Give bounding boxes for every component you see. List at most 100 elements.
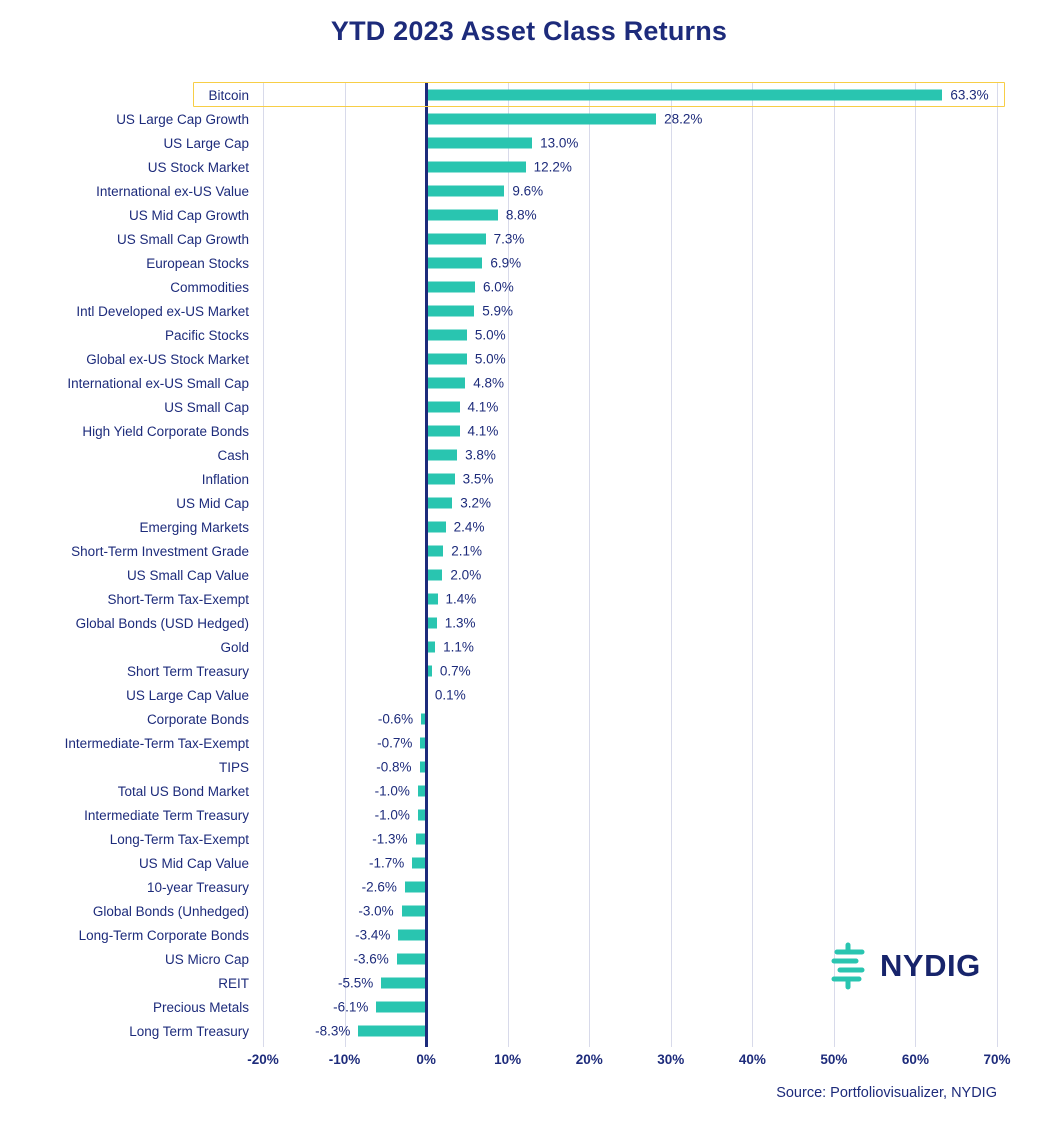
row-plot: 0.1% bbox=[263, 683, 997, 707]
bar bbox=[426, 473, 455, 485]
row-plot: 6.9% bbox=[263, 251, 997, 275]
row-plot: -1.3% bbox=[263, 827, 997, 851]
chart-row: International ex-US Value 9.6% bbox=[13, 179, 1045, 203]
category-label: Precious Metals bbox=[152, 999, 249, 1015]
value-label: 4.1% bbox=[467, 423, 499, 439]
chart-row: Global Bonds (Unhedged) -3.0% bbox=[13, 899, 1045, 923]
chart-rows: Bitcoin 63.3% US Large Cap Growth 28.2% US L… bbox=[13, 81, 1045, 1047]
x-axis-ticks: -20% -10% 0% 10% 20% 30% 40% 50% 60% 70% bbox=[247, 1043, 1010, 1073]
value-label: 2.0% bbox=[450, 567, 482, 583]
chart-row: Short-Term Investment Grade 2.1% bbox=[13, 539, 1045, 563]
row-plot: -1.0% bbox=[263, 779, 997, 803]
category-label: Intl Developed ex-US Market bbox=[76, 303, 249, 319]
row-plot: 28.2% bbox=[263, 107, 997, 131]
bar bbox=[426, 353, 467, 365]
row-plot: 63.3% bbox=[263, 83, 997, 107]
value-label: 2.4% bbox=[453, 519, 485, 535]
bar bbox=[426, 281, 476, 293]
x-tick-label: 20% bbox=[575, 1052, 603, 1067]
chart-row: Bitcoin 63.3% bbox=[13, 81, 1045, 107]
value-label: 4.1% bbox=[467, 399, 499, 415]
row-plot: -5.5% bbox=[263, 971, 997, 995]
chart-row: Long Term Treasury -8.3% bbox=[13, 1019, 1045, 1043]
chart-row: Emerging Markets 2.4% bbox=[13, 515, 1045, 539]
chart-row: Pacific Stocks 5.0% bbox=[13, 323, 1045, 347]
bar bbox=[426, 497, 453, 509]
bar bbox=[426, 449, 458, 461]
category-label: High Yield Corporate Bonds bbox=[82, 423, 249, 439]
chart-row: Long-Term Tax-Exempt -1.3% bbox=[13, 827, 1045, 851]
row-plot: -8.3% bbox=[263, 1019, 997, 1043]
chart-row: High Yield Corporate Bonds 4.1% bbox=[13, 419, 1045, 443]
value-label: -1.0% bbox=[374, 807, 410, 823]
category-label: Gold bbox=[220, 639, 249, 655]
bar bbox=[426, 161, 526, 173]
value-label: 2.1% bbox=[451, 543, 483, 559]
bar bbox=[376, 1001, 427, 1013]
category-label: Long Term Treasury bbox=[129, 1023, 249, 1039]
row-plot: -2.6% bbox=[263, 875, 997, 899]
chart-row: US Micro Cap -3.6% bbox=[13, 947, 1045, 971]
value-label: 3.2% bbox=[460, 495, 491, 511]
category-label: Short-Term Tax-Exempt bbox=[107, 591, 249, 607]
row-plot: -1.7% bbox=[263, 851, 997, 875]
category-label: 10-year Treasury bbox=[146, 879, 249, 895]
bar bbox=[398, 929, 427, 941]
value-label: 0.1% bbox=[434, 687, 466, 703]
value-label: -0.8% bbox=[376, 759, 412, 775]
value-label: 4.8% bbox=[473, 375, 505, 391]
category-label: Pacific Stocks bbox=[164, 327, 249, 343]
category-label: Intermediate-Term Tax-Exempt bbox=[64, 735, 249, 751]
value-label: 5.9% bbox=[482, 303, 513, 319]
bar bbox=[417, 785, 427, 797]
category-label: Long-Term Tax-Exempt bbox=[109, 831, 249, 847]
row-plot: 12.2% bbox=[263, 155, 997, 179]
row-plot: 3.8% bbox=[263, 443, 997, 467]
row-plot: 1.3% bbox=[263, 611, 997, 635]
bar bbox=[415, 833, 427, 845]
category-label: US Small Cap Growth bbox=[116, 231, 249, 247]
category-label: US Small Cap bbox=[164, 399, 249, 415]
row-plot: 3.2% bbox=[263, 491, 997, 515]
value-label: 5.0% bbox=[474, 327, 506, 343]
chart-row: US Large Cap 13.0% bbox=[13, 131, 1045, 155]
row-plot: -0.7% bbox=[263, 731, 997, 755]
row-plot: 2.4% bbox=[263, 515, 997, 539]
category-label: Short-Term Investment Grade bbox=[71, 543, 249, 559]
bar bbox=[420, 737, 427, 749]
chart-row: US Small Cap 4.1% bbox=[13, 395, 1045, 419]
row-plot: 9.6% bbox=[263, 179, 997, 203]
value-label: -0.7% bbox=[377, 735, 413, 751]
category-label: Commodities bbox=[170, 279, 249, 295]
bar bbox=[426, 233, 486, 245]
bar bbox=[426, 689, 427, 701]
value-label: 28.2% bbox=[664, 111, 703, 127]
row-plot: -0.6% bbox=[263, 707, 997, 731]
bar bbox=[426, 401, 460, 413]
chart-row: US Small Cap Value 2.0% bbox=[13, 563, 1045, 587]
chart-row: TIPS -0.8% bbox=[13, 755, 1045, 779]
category-label: Bitcoin bbox=[208, 87, 249, 103]
bar-chart: Bitcoin 63.3% US Large Cap Growth 28.2% US L… bbox=[13, 81, 1045, 1073]
chart-row: Short-Term Tax-Exempt 1.4% bbox=[13, 587, 1045, 611]
x-tick-label: 50% bbox=[820, 1052, 848, 1067]
chart-row: Intl Developed ex-US Market 5.9% bbox=[13, 299, 1045, 323]
bar bbox=[426, 185, 505, 197]
value-label: 7.3% bbox=[493, 231, 525, 247]
chart-row: Cash 3.8% bbox=[13, 443, 1045, 467]
row-plot: -3.0% bbox=[263, 899, 997, 923]
bar bbox=[426, 593, 438, 605]
x-tick-label: 30% bbox=[657, 1052, 685, 1067]
value-label: 3.5% bbox=[462, 471, 494, 487]
bar bbox=[426, 521, 446, 533]
chart-row: US Mid Cap 3.2% bbox=[13, 491, 1045, 515]
row-plot: 1.1% bbox=[263, 635, 997, 659]
value-label: -3.4% bbox=[355, 927, 391, 943]
value-label: -8.3% bbox=[315, 1023, 351, 1039]
value-label: -1.3% bbox=[372, 831, 408, 847]
row-plot: -3.6% bbox=[263, 947, 997, 971]
value-label: 1.1% bbox=[443, 639, 474, 655]
value-label: -6.1% bbox=[333, 999, 369, 1015]
chart-row: US Mid Cap Value -1.7% bbox=[13, 851, 1045, 875]
